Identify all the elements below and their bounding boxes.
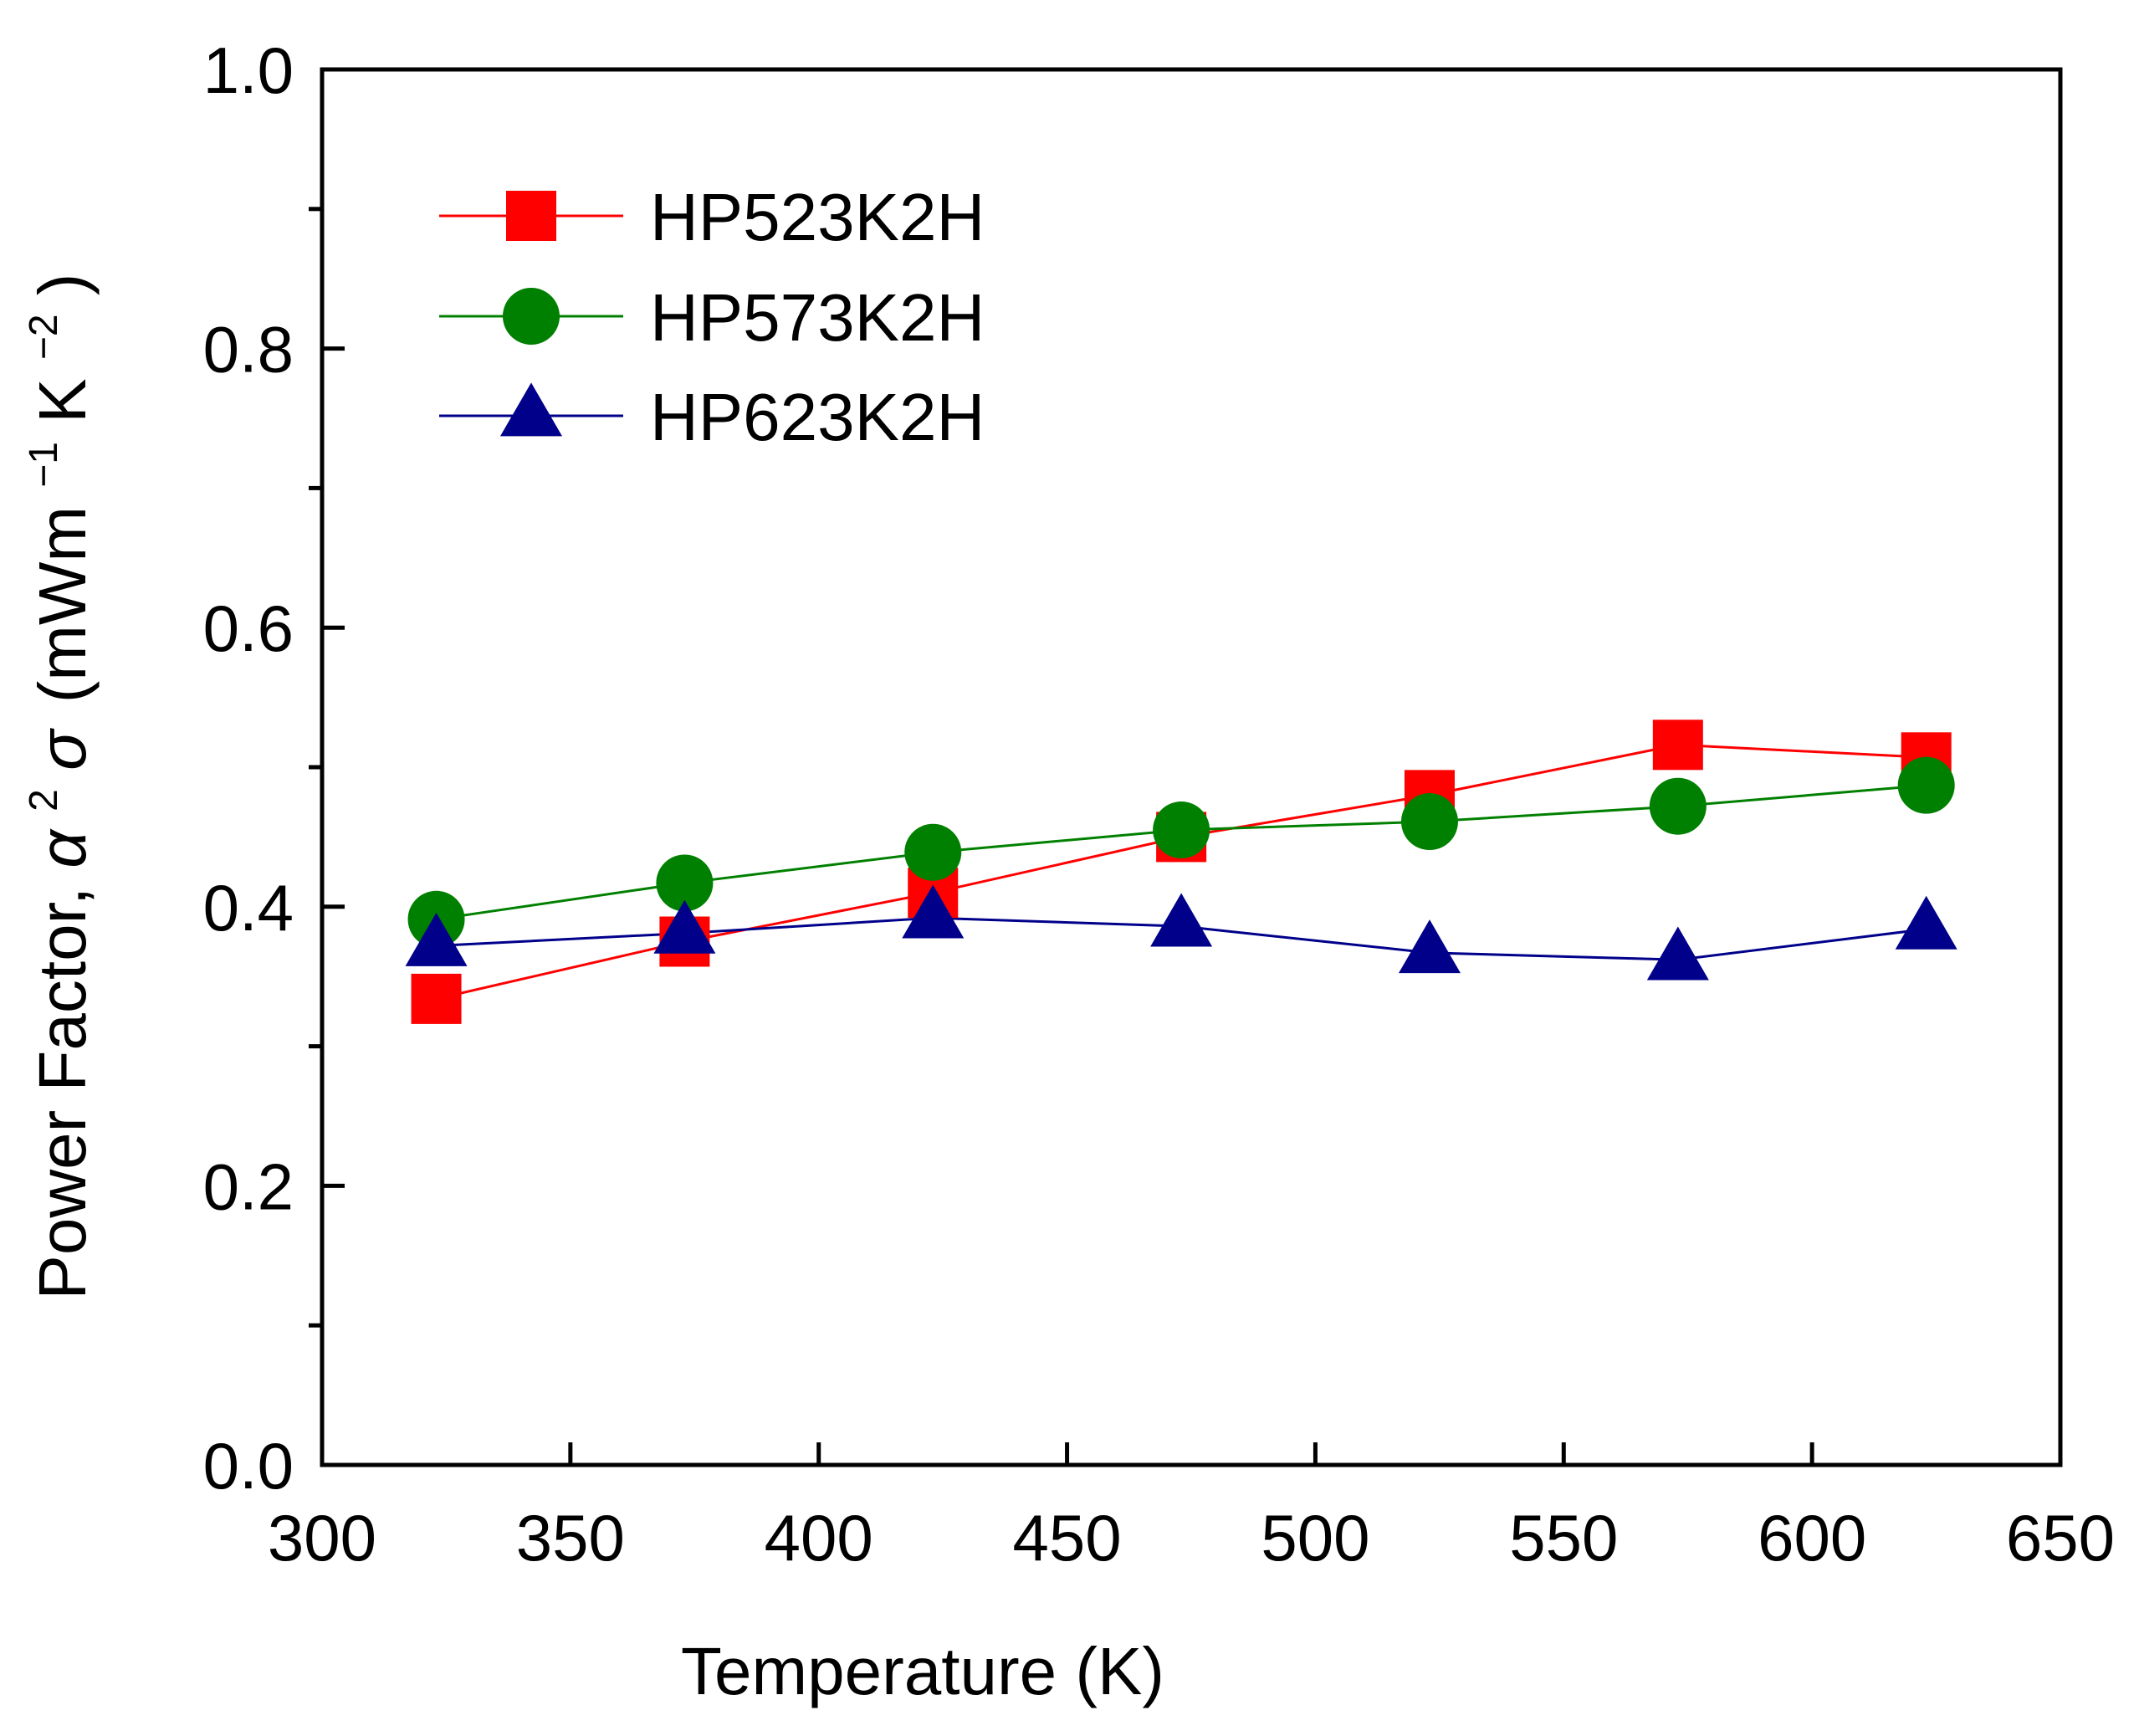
y-axis-title-alpha-exp: 2 <box>22 789 66 812</box>
plot-frame <box>320 67 2063 1467</box>
data-point-hp623k2h <box>1150 893 1213 947</box>
data-point-hp573k2h <box>1400 793 1458 851</box>
data-point-hp623k2h <box>1646 926 1709 981</box>
data-point-hp573k2h <box>904 823 962 881</box>
y-axis-title: Power Factor, α 2 σ (mWm −1 K −2 ) <box>0 274 100 1300</box>
data-point-hp623k2h <box>405 912 468 966</box>
plot-layer <box>405 719 1957 1024</box>
data-point-hp573k2h <box>1649 777 1707 835</box>
legend: HP523K2H HP573K2H HP623K2H <box>439 180 985 454</box>
y-axis-title-prefix: Power Factor, <box>25 868 100 1300</box>
x-tick-label: 600 <box>1758 1501 1866 1575</box>
data-point-hp523k2h <box>411 973 462 1024</box>
y-tick-label: 0.2 <box>203 1150 294 1223</box>
data-point-hp573k2h <box>1897 756 1955 814</box>
data-point-hp623k2h <box>1398 919 1461 974</box>
legend-label-hp573k2h: HP573K2H <box>650 280 985 355</box>
legend-marker-hp573k2h <box>503 288 560 345</box>
data-point-hp623k2h <box>653 899 716 954</box>
x-tick-label: 450 <box>1013 1501 1122 1575</box>
legend-marker-hp523k2h <box>506 191 556 241</box>
data-point-hp523k2h <box>1652 719 1703 771</box>
data-point-hp623k2h <box>902 884 965 939</box>
y-tick-label: 0.6 <box>203 591 294 665</box>
legend-label-hp623k2h: HP623K2H <box>650 380 985 454</box>
y-tick-label: 0.4 <box>203 871 294 945</box>
y-axis-title-alpha: α <box>25 828 100 868</box>
data-point-hp623k2h <box>1895 895 1957 950</box>
x-tick-label: 550 <box>1509 1501 1618 1575</box>
x-tick-label: 500 <box>1261 1501 1369 1575</box>
y-axis-title-m-exp: −1 <box>22 442 66 488</box>
x-tick-label: 300 <box>268 1501 376 1575</box>
y-axis-title-k-exp: −2 <box>22 314 66 360</box>
x-axis-title: Temperature (K) <box>681 1634 1164 1708</box>
y-axis-title-sigma: σ <box>25 728 100 771</box>
legend-marker-hp623k2h <box>500 382 562 437</box>
legend-label-hp523k2h: HP523K2H <box>650 180 985 254</box>
x-tick-label: 650 <box>2006 1501 2115 1575</box>
y-tick-label: 0.0 <box>203 1429 294 1503</box>
y-tick-label: 1.0 <box>203 33 294 107</box>
y-axis-title-units-open: (mWm <box>25 506 100 703</box>
data-point-hp573k2h <box>656 854 714 912</box>
y-tick-label: 0.8 <box>203 313 294 387</box>
data-point-hp573k2h <box>1153 801 1210 859</box>
y-axis-title-k: K <box>25 378 100 422</box>
y-axis-title-units-close: ) <box>25 274 100 296</box>
x-tick-label: 400 <box>765 1501 873 1575</box>
axes-layer: 300 350 400 450 500 550 600 650 0.0 0.2 0.4 0.6 0.8 1… <box>203 33 2116 1575</box>
x-tick-label: 350 <box>516 1501 625 1575</box>
